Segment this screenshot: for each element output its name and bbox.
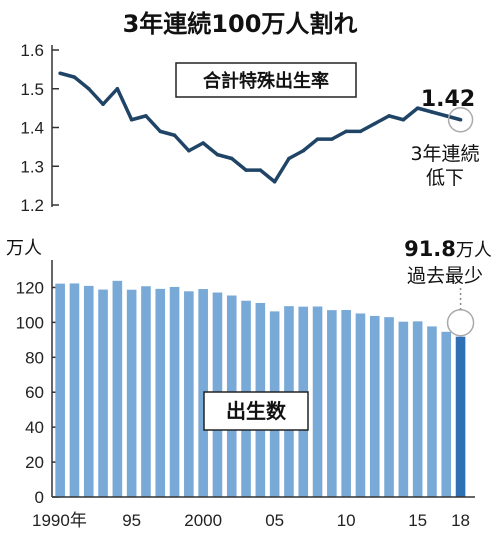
fertility-rate-point [229, 156, 234, 161]
birth-bar [355, 313, 366, 497]
fertility-rate-point [86, 86, 91, 91]
birth-bar [441, 331, 452, 497]
bar-y-unit: 万人 [6, 238, 42, 259]
birth-bar [369, 315, 380, 497]
fertility-rate-point [201, 141, 205, 145]
fertility-rate-point [415, 106, 420, 110]
fertility-rate-point [372, 121, 377, 126]
bar-y-tick-label: 120 [16, 278, 44, 297]
bar-x-tick-label: 15 [408, 511, 427, 530]
last-point-circle [447, 107, 474, 133]
bar-x-tick-label: 18 [451, 511, 470, 530]
birth-bar [112, 280, 123, 497]
birth-bar [341, 309, 351, 497]
bar-y-tick-label: 60 [25, 383, 44, 402]
birth-bar [98, 289, 108, 497]
bar-y-tick-label: 80 [25, 348, 44, 367]
birth-bar [427, 326, 437, 497]
birth-bar [455, 336, 466, 497]
birth-bar [155, 288, 166, 497]
bar-y-tick-label: 20 [25, 453, 44, 472]
birth-bar [55, 283, 65, 497]
fertility-rate-point [301, 148, 306, 153]
line-y-ticks: 1.6 1.5 1.4 1.3 1.2 [20, 41, 59, 215]
birth-bar [83, 285, 94, 497]
fertility-rate-point [187, 148, 191, 153]
birth-bar [327, 310, 337, 497]
last-births-value: 91.8 [404, 237, 456, 261]
births-annotation: 過去最少 [407, 265, 483, 287]
birth-bars [55, 280, 466, 497]
fertility-rate-point [172, 133, 177, 138]
fertility-rate-point [458, 117, 463, 122]
fertility-rate-point [258, 168, 263, 172]
bar-x-tick-label: 10 [337, 511, 356, 530]
bar-x-ticks: 1990年 95 2000 05 10 15 18 [32, 511, 470, 530]
bar-y-ticks: 120 100 80 60 40 20 0 [16, 278, 59, 507]
birth-bar [398, 321, 409, 497]
bar-x-tick-label: 1990年 [32, 511, 87, 530]
birth-bar [169, 286, 180, 497]
line-y-tick-label: 1.2 [20, 196, 44, 215]
fertility-rate-point [244, 168, 248, 172]
fertility-rate-point [430, 110, 434, 114]
headline: 3年連続100万人割れ [123, 10, 358, 38]
fertility-rate-point [129, 117, 134, 122]
bar-y-tick-label: 0 [35, 488, 44, 507]
birth-bar [312, 306, 323, 497]
line-title-box [175, 62, 357, 98]
bar-x-tick-label: 95 [122, 511, 141, 530]
fertility-rate-point [387, 114, 391, 118]
last-births-unit: 万人 [456, 240, 492, 261]
rate-annotation-line2: 低下 [426, 167, 464, 189]
line-y-tick-label: 1.4 [20, 119, 44, 138]
bar-title-box [203, 391, 309, 431]
bar-y-tick-label: 40 [25, 418, 44, 437]
line-y-tick-label: 1.5 [20, 80, 44, 99]
bar-y-tick-label: 100 [16, 313, 44, 332]
fertility-rate-chart: 合計特殊出生率 1.6 1.5 1.4 1.3 1.2 1.42 3年連続 低下 [20, 41, 479, 215]
birth-bar [198, 289, 208, 497]
birth-bar [184, 291, 194, 497]
births-chart: 万人 120 100 80 60 40 20 0 1990年 95 2000 05 10 15 18 出… [6, 237, 492, 530]
line-y-tick-label: 1.3 [20, 157, 44, 176]
line-y-tick-label: 1.6 [20, 41, 44, 60]
fertility-rate-point [287, 156, 291, 161]
birth-bar [384, 317, 394, 497]
fertility-rate-point [58, 71, 62, 76]
fertility-rate-point [144, 114, 148, 118]
fertility-rate-point [215, 152, 220, 157]
rate-annotation-line1: 3年連続 [410, 143, 479, 165]
last-rate-label: 1.42 [421, 87, 475, 112]
fertility-rate-point [115, 86, 120, 91]
fertility-rate-point [101, 102, 105, 107]
last-bar-circle [446, 308, 475, 337]
fertility-rate-point [401, 117, 406, 122]
birth-bar [126, 289, 137, 497]
birth-bar [141, 286, 151, 497]
bar-chart-title: 出生数 [226, 399, 287, 423]
fertility-rate-point [158, 129, 163, 134]
fertility-rate-points [58, 71, 463, 184]
birth-bar [412, 321, 423, 497]
fertility-rate-point [72, 75, 77, 79]
fertility-rate-point [444, 114, 449, 118]
last-births-label: 91.8万人 [404, 237, 492, 261]
fertility-rate-point [358, 129, 363, 134]
line-chart-title: 合計特殊出生率 [203, 70, 329, 92]
bar-x-tick-label: 05 [265, 511, 284, 530]
fertility-rate-point [315, 137, 320, 141]
fertility-rate-point [344, 129, 348, 134]
bar-x-tick-label: 2000 [184, 511, 222, 530]
birth-bar [69, 283, 80, 497]
fertility-rate-point [272, 179, 277, 184]
fertility-rate-point [330, 137, 334, 141]
